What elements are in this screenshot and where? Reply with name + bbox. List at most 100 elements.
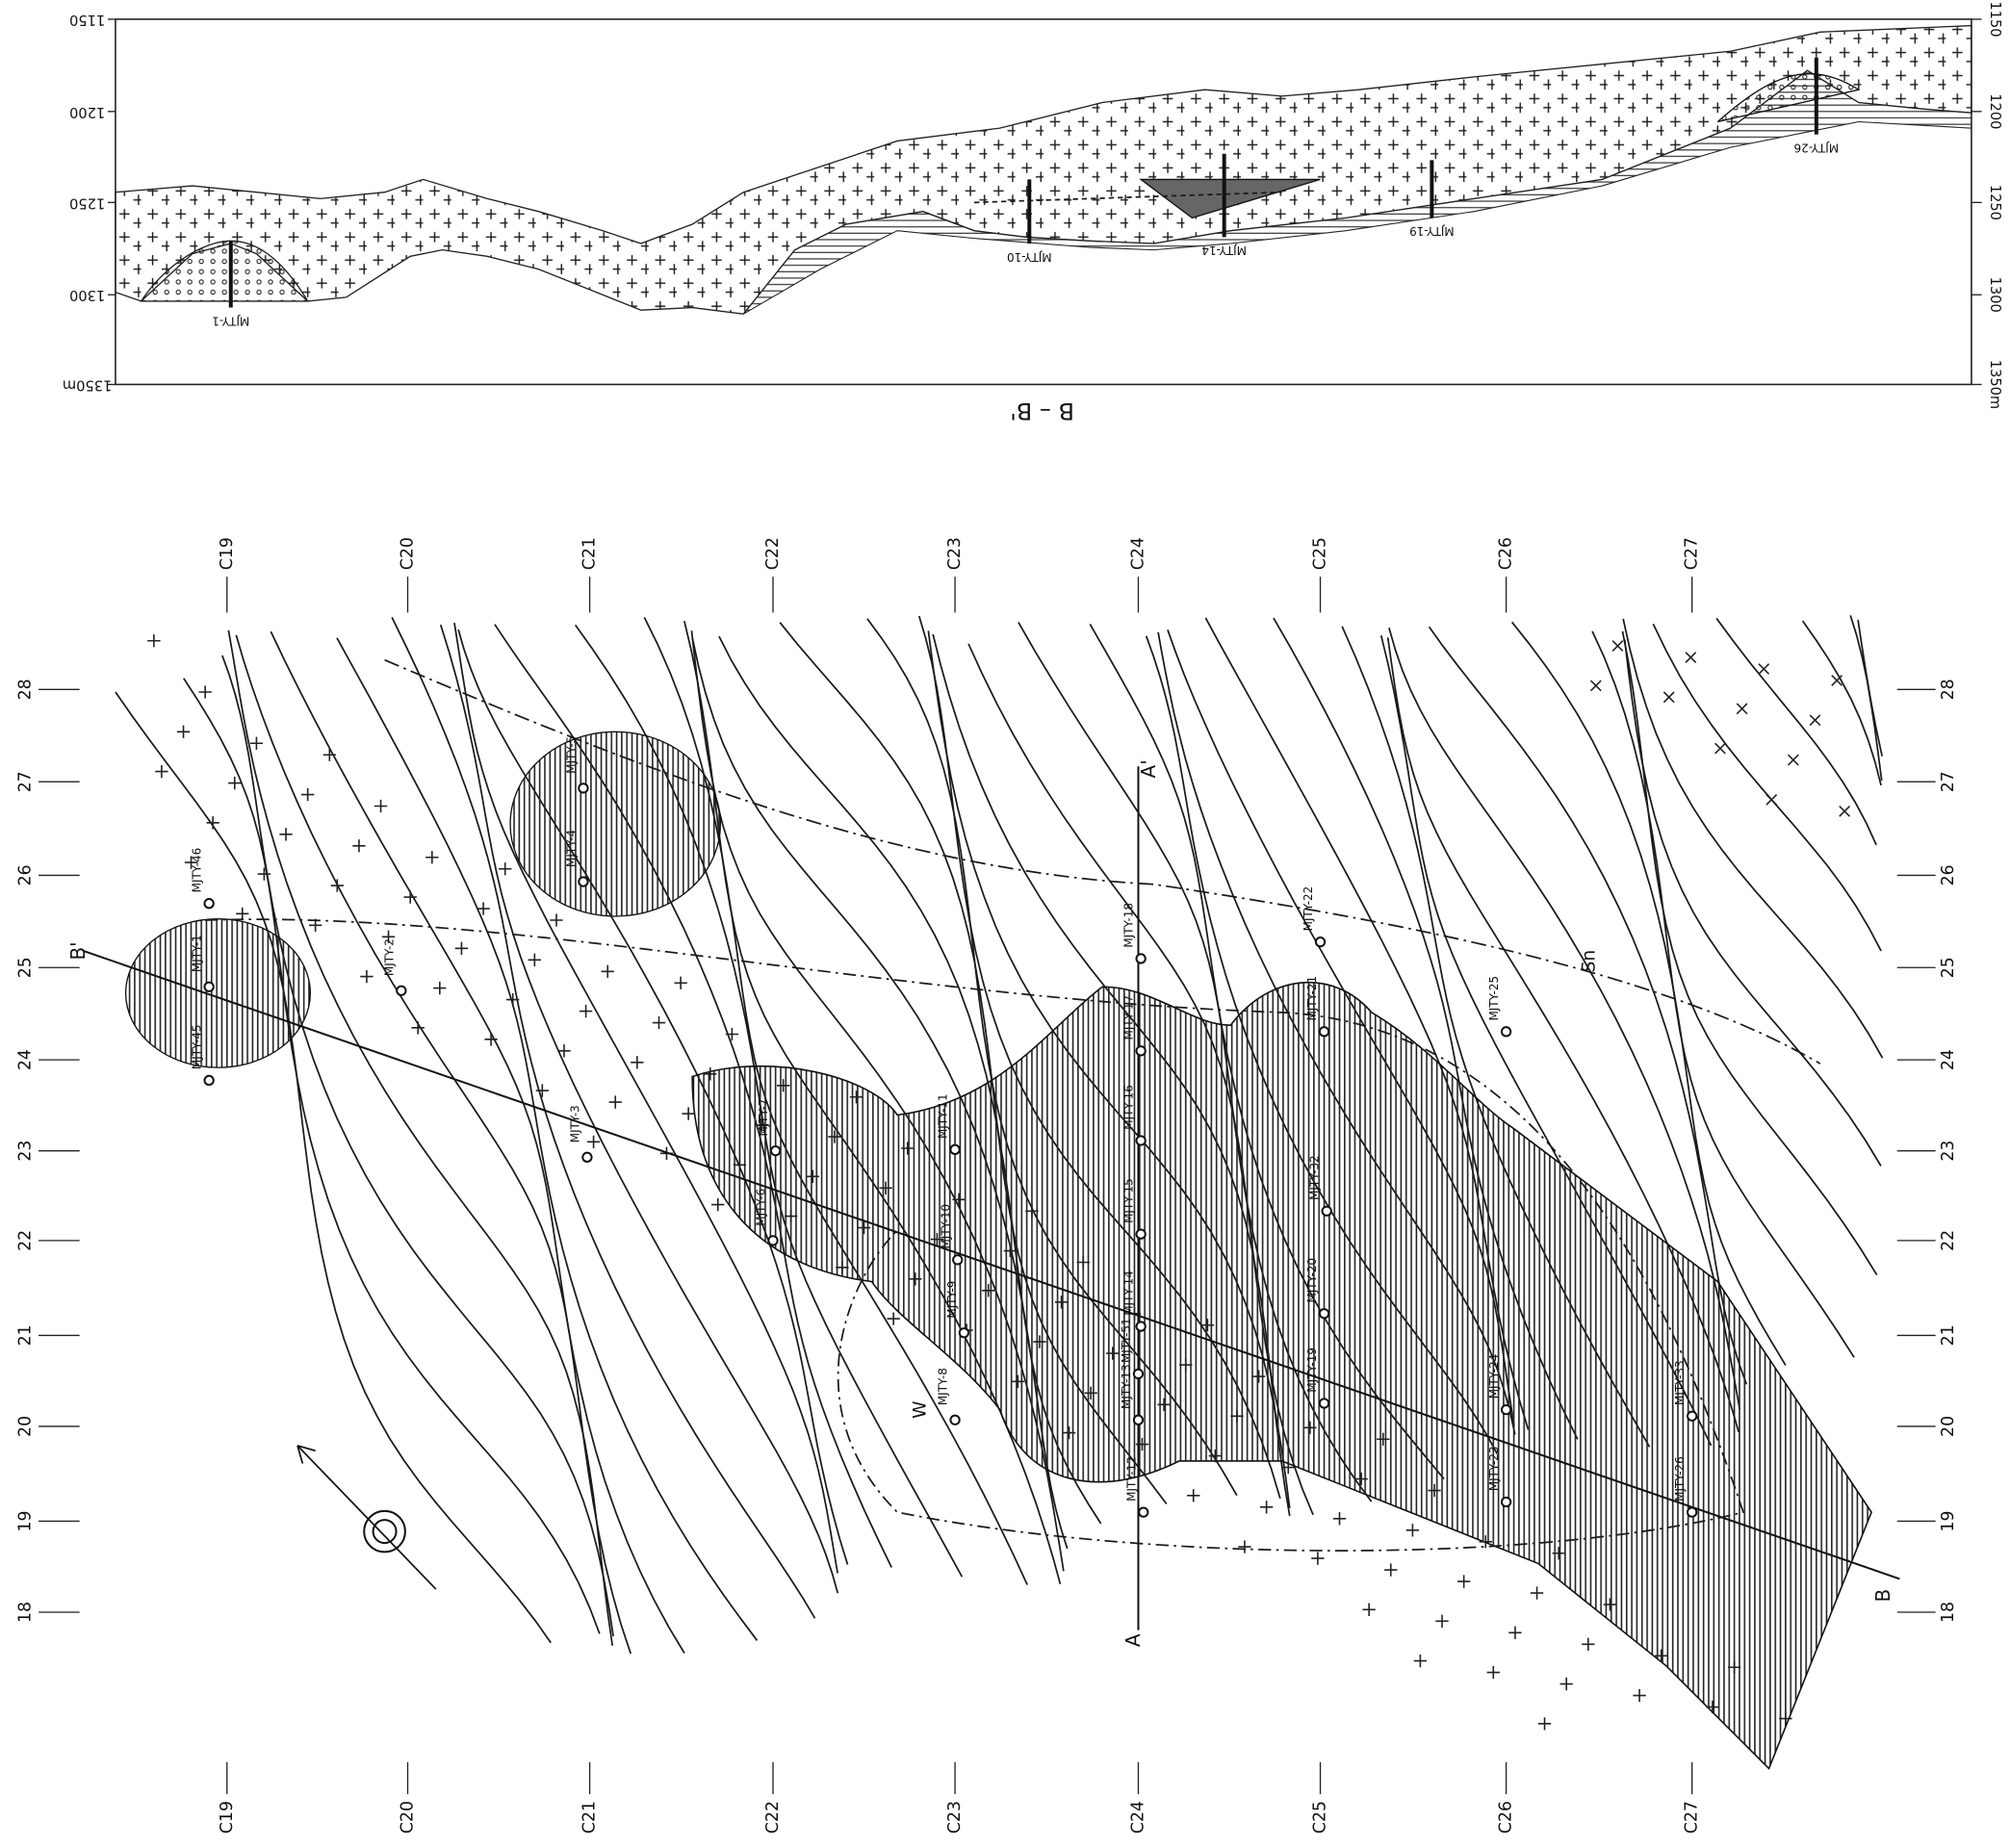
- borehole-label: MJTY-4: [564, 830, 578, 867]
- plus-symbol: [1187, 1489, 1199, 1502]
- column-label: C22: [763, 537, 783, 570]
- borehole: [1136, 1046, 1145, 1055]
- plus-symbol: [1487, 1666, 1500, 1679]
- borehole-label: MJTY-13: [1120, 1364, 1133, 1409]
- plus-symbol: [499, 862, 511, 875]
- row-label: 19: [16, 1510, 36, 1531]
- plus-symbol: [352, 839, 365, 852]
- row-label: 18: [16, 1602, 36, 1623]
- x-symbol: [1840, 807, 1850, 817]
- borehole: [1134, 1416, 1143, 1424]
- scale-label: 1350m: [1987, 360, 2003, 409]
- row-label: 26: [1939, 864, 1958, 886]
- plus-symbol: [1362, 1604, 1375, 1616]
- borehole: [1136, 1230, 1145, 1239]
- section-title: B – B': [1010, 398, 1074, 424]
- compass: [374, 1520, 397, 1543]
- scale-label: 1300: [1987, 277, 2003, 313]
- column-label: C20: [399, 1801, 418, 1834]
- plus-symbol: [404, 890, 417, 903]
- ore-body: [126, 919, 311, 1067]
- row-label: 24: [1939, 1049, 1958, 1070]
- borehole: [579, 783, 587, 792]
- row-label: 25: [1939, 957, 1958, 978]
- plus-symbol: [155, 765, 168, 778]
- row-label: 19: [1939, 1510, 1958, 1531]
- borehole-label: MJTY-16: [1122, 1085, 1136, 1130]
- compass: [364, 1511, 405, 1553]
- borehole: [204, 899, 213, 908]
- borehole: [397, 987, 405, 995]
- borehole: [953, 1255, 962, 1264]
- borehole-label: MJTY-6: [755, 1189, 768, 1226]
- scale-label: 1200: [1987, 93, 2003, 129]
- plus-symbol: [177, 726, 190, 738]
- borehole: [1136, 954, 1145, 962]
- plus-symbol: [682, 1107, 694, 1119]
- plus-symbol: [1333, 1512, 1346, 1525]
- plus-symbol: [528, 954, 541, 966]
- column-label: C22: [763, 1801, 783, 1834]
- contour: [116, 692, 551, 1643]
- column-label: C26: [1497, 537, 1516, 570]
- x-symbol: [1612, 641, 1623, 652]
- plus-symbol: [1538, 1717, 1551, 1730]
- plus-symbol: [455, 942, 468, 955]
- column-label: C25: [1311, 537, 1330, 570]
- plus-symbol: [147, 634, 160, 647]
- borehole-label: MJTY-20: [1305, 1258, 1319, 1303]
- row-label: 21: [16, 1324, 36, 1346]
- plus-symbol: [374, 800, 387, 812]
- borehole-label: MJTY-10: [939, 1204, 952, 1249]
- geology-sheet: 115011501200120012501250130013001350m135…: [0, 0, 2010, 1848]
- plus-symbol: [1560, 1678, 1573, 1690]
- column-label: C25: [1311, 1801, 1330, 1834]
- column-label: C24: [1128, 1801, 1147, 1834]
- borehole: [1136, 1322, 1145, 1330]
- borehole-label: MJTY-7: [757, 1099, 770, 1137]
- plus-symbol: [653, 1016, 665, 1029]
- marker: B': [66, 941, 90, 960]
- borehole: [1136, 1136, 1145, 1144]
- borehole-label: MJTY-26: [1673, 1456, 1687, 1502]
- row-label: 26: [16, 864, 36, 886]
- column-label: C23: [945, 537, 965, 570]
- plus-symbol: [587, 1136, 600, 1148]
- scale-label: 1350m: [63, 376, 112, 393]
- borehole-label: MJTY-21: [1305, 976, 1319, 1021]
- borehole: [950, 1416, 959, 1424]
- marker: B: [1871, 1589, 1894, 1603]
- plus-symbol: [425, 851, 438, 863]
- plus-symbol: [609, 1095, 622, 1108]
- x-symbol: [1663, 692, 1674, 703]
- borehole-label: MJTY-25: [1487, 976, 1501, 1021]
- borehole: [1502, 1405, 1510, 1414]
- row-label: 20: [16, 1416, 36, 1437]
- borehole: [204, 1076, 213, 1085]
- borehole-label: MJTY-23: [1487, 1447, 1501, 1492]
- borehole-label: MJTY-1: [191, 935, 204, 972]
- plus-symbol: [360, 970, 373, 983]
- borehole: [768, 1236, 777, 1245]
- row-label: 23: [1939, 1141, 1958, 1162]
- plus-symbol: [279, 828, 292, 840]
- plus-symbol: [1406, 1524, 1419, 1536]
- x-symbol: [1686, 653, 1696, 663]
- borehole-label: MJTY-33: [1673, 1360, 1687, 1405]
- plus-symbol: [1435, 1615, 1448, 1628]
- plus-symbol: [1260, 1501, 1273, 1513]
- x-symbol: [1759, 664, 1769, 675]
- borehole: [582, 1153, 591, 1162]
- row-label: 23: [16, 1141, 36, 1162]
- ore-body: [510, 732, 720, 916]
- x-symbol: [1810, 715, 1820, 726]
- plus-symbol: [484, 1033, 497, 1045]
- borehole-label: MJTY-11: [937, 1093, 950, 1139]
- plus-symbol: [323, 749, 336, 761]
- borehole-label: MJTY-19: [1305, 1348, 1319, 1393]
- borehole-label: MJTY-3: [568, 1105, 581, 1142]
- plus-symbol: [550, 913, 562, 926]
- x-symbol: [1715, 743, 1726, 754]
- plus-symbol: [1508, 1627, 1521, 1639]
- plus-symbol: [331, 879, 344, 891]
